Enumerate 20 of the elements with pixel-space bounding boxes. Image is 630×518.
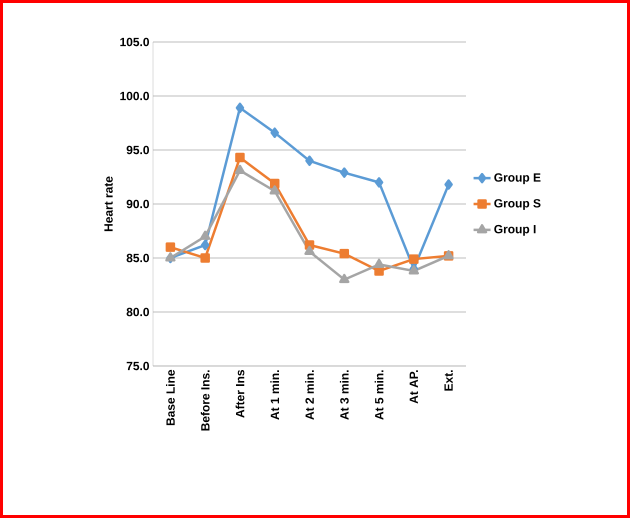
x-tick-label: At 1 min. xyxy=(270,370,280,420)
x-tick-label: Before Ins. xyxy=(200,370,210,430)
y-tick-label: 100.0 xyxy=(120,92,149,100)
y-tick-label: 95.0 xyxy=(126,146,149,154)
x-tick-label: After Ins xyxy=(236,370,244,418)
x-tick-label: At 5 min. xyxy=(374,370,384,420)
x-tick-label: Ext. xyxy=(444,370,453,391)
x-tick-label: Base Line xyxy=(166,370,175,426)
y-tick-label: 80.0 xyxy=(126,308,149,316)
x-tick-label: At AP. xyxy=(410,370,418,404)
x-tick-label: At 2 min. xyxy=(305,370,314,420)
y-tick-label: 85.0 xyxy=(126,254,149,262)
y-axis-title: Heart rate xyxy=(104,176,113,232)
y-tick-label: 90.0 xyxy=(126,200,149,208)
legend-label: Group S xyxy=(494,199,540,210)
legend-label: Group I xyxy=(494,224,536,236)
y-tick-label: 105.0 xyxy=(120,38,149,46)
y-tick-label: 75.0 xyxy=(126,362,149,370)
x-tick-label: At 3 min. xyxy=(340,370,349,420)
legend-label: Group E xyxy=(494,173,540,184)
